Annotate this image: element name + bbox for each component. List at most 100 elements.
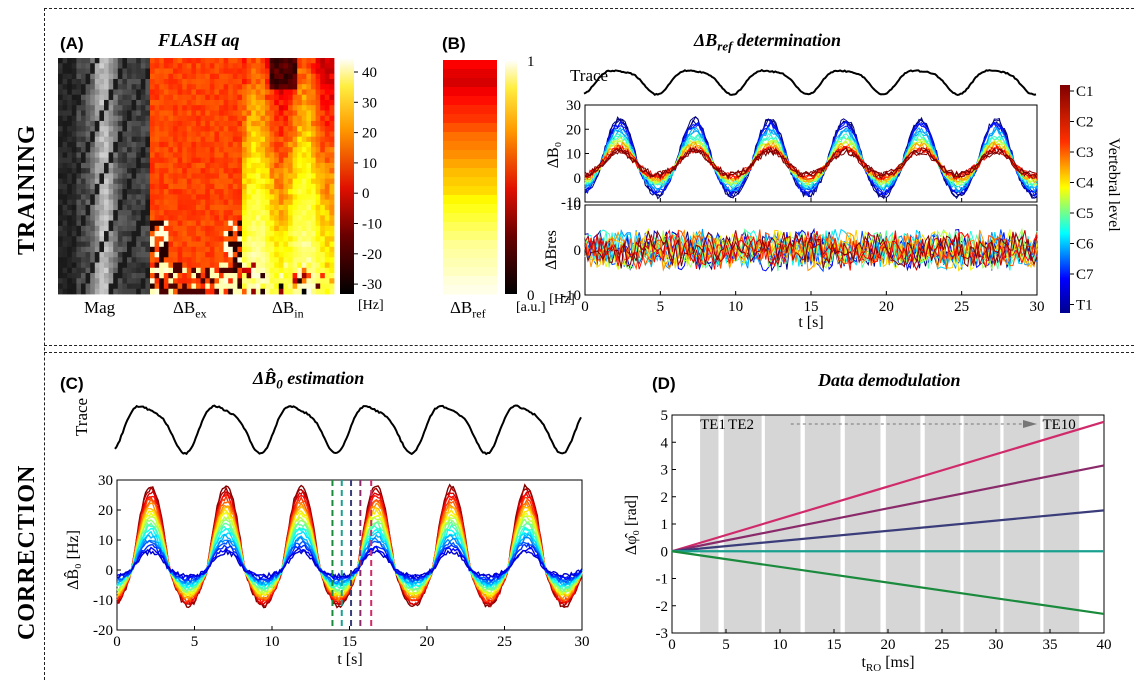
dbex-pixel [163, 157, 169, 164]
dbex-pixel [182, 162, 188, 169]
mag-pixel [136, 267, 142, 274]
mag-pixel [67, 115, 73, 122]
dbex-pixel [154, 173, 160, 180]
mag-pixel [67, 183, 73, 190]
dbin-pixel [255, 225, 261, 232]
dbex-pixel [214, 283, 220, 290]
dbex-pixel [196, 236, 201, 242]
dbin-pixel [324, 115, 330, 122]
dbin-pixel [255, 204, 261, 211]
dbin-pixel [274, 168, 280, 174]
mag-pixel [71, 210, 77, 216]
mag-pixel [136, 73, 142, 80]
dbin-pixel [315, 131, 321, 138]
dbex-pixel [209, 120, 215, 127]
dbin-pixel [306, 173, 312, 180]
dbex-pixel [219, 94, 224, 101]
dbin-pixel [242, 283, 247, 290]
mag-pixel [81, 178, 86, 185]
dbex-pixel [223, 147, 229, 153]
dbin-pixel [260, 89, 266, 96]
dbex-pixel [182, 236, 188, 242]
dbin-pixel [297, 231, 303, 237]
mag-pixel [90, 246, 96, 253]
dbex-pixel [168, 131, 174, 138]
mag-pixel [131, 110, 137, 117]
dbin-pixel [306, 115, 312, 122]
dbin-pixel [292, 168, 298, 174]
dbin-pixel [283, 173, 289, 180]
dbex-pixel [200, 73, 206, 80]
mag-pixel [131, 199, 137, 206]
dbin-pixel [278, 183, 284, 190]
y-tick: -10 [561, 288, 581, 304]
dbin-pixel [324, 152, 330, 159]
mag-pixel [108, 283, 114, 290]
mag-pixel [94, 252, 100, 258]
mag-pixel [136, 99, 142, 106]
dbex-pixel [168, 236, 174, 242]
dbin-pixel [320, 126, 326, 132]
dbref-cell [443, 60, 497, 70]
mag-pixel [90, 220, 96, 227]
dbex-pixel [232, 262, 238, 269]
dbex-pixel [154, 225, 160, 232]
mag-pixel [62, 183, 68, 190]
dbin-pixel [255, 236, 261, 242]
dbin-pixel [329, 126, 335, 132]
panel-a-label: (A) [60, 34, 84, 53]
mag-pixel [113, 99, 119, 106]
dbex-pixel [177, 246, 183, 253]
dbex-pixel [168, 278, 174, 284]
echo-window [764, 415, 801, 633]
dbex-pixel [196, 215, 201, 221]
dbin-pixel [242, 288, 247, 295]
dbex-pixel [209, 241, 215, 248]
mag-pixel [136, 131, 142, 138]
mag-pixel [71, 131, 77, 138]
mag-pixel [99, 257, 105, 263]
dbex-pixel [154, 131, 160, 138]
mag-pixel [94, 157, 100, 164]
dbex-pixel [177, 241, 183, 248]
mag-pixel [113, 68, 119, 75]
dbin-pixel [329, 236, 335, 242]
mag-pixel [94, 105, 100, 111]
mag-pixel [140, 288, 146, 295]
dbin-pixel [265, 126, 270, 132]
mag-pixel [145, 252, 151, 258]
dbex-pixel [173, 278, 178, 284]
dbin-pixel [324, 68, 330, 75]
dbex-pixel [200, 257, 206, 263]
mag-pixel [108, 152, 114, 159]
mag-pixel [113, 110, 119, 117]
dbex-pixel [214, 273, 220, 279]
dbin-pixel [274, 141, 280, 148]
y-tick: 30 [98, 473, 113, 489]
dbex-pixel [200, 162, 206, 169]
dbex-pixel [223, 157, 229, 164]
mag-pixel [117, 262, 123, 269]
dbin-pixel [251, 63, 257, 69]
dbin-pixel [297, 199, 303, 206]
dbex-pixel [168, 246, 174, 253]
dbex-pixel [214, 131, 220, 138]
dbin-pixel [311, 94, 316, 101]
dbex-pixel [154, 94, 160, 101]
mag-pixel [104, 136, 109, 143]
mag-pixel [140, 78, 146, 85]
dbex-pixel [196, 225, 201, 232]
dbin-pixel [283, 283, 289, 290]
dbex-pixel [173, 63, 178, 69]
mag-pixel [131, 157, 137, 164]
dbin-pixel [315, 58, 321, 64]
dbex-pixel [232, 173, 238, 180]
dbin-pixel [292, 220, 298, 227]
mag-pixel [122, 252, 128, 258]
mag-pixel [140, 73, 146, 80]
dbin-pixel [242, 126, 247, 132]
dbex-pixel [223, 120, 229, 127]
mag-pixel [104, 58, 109, 64]
mag-pixel [85, 215, 91, 221]
mag-pixel [94, 162, 100, 169]
